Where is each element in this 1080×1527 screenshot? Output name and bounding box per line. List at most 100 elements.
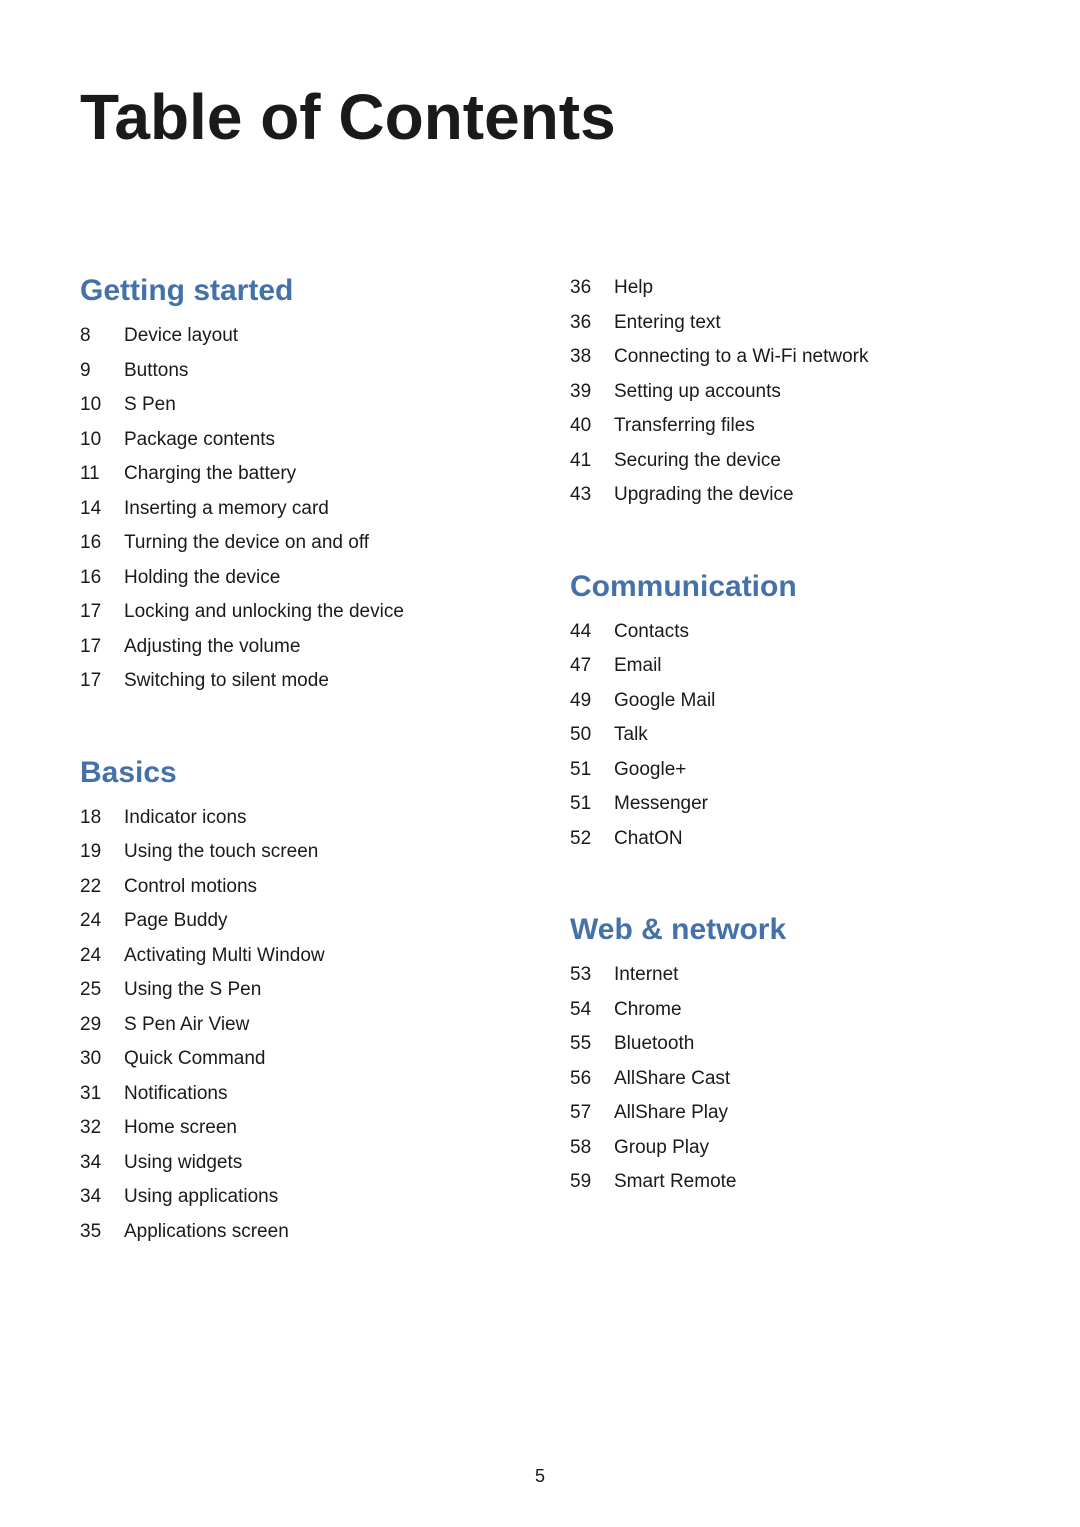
toc-entry[interactable]: 14Inserting a memory card	[80, 495, 510, 524]
toc-entry-text: Locking and unlocking the device	[124, 598, 404, 627]
toc-page-number: 55	[570, 1030, 614, 1059]
toc-entry[interactable]: 57AllShare Play	[570, 1099, 1000, 1128]
toc-entry[interactable]: 17Switching to silent mode	[80, 667, 510, 696]
toc-entry-text: Messenger	[614, 790, 708, 819]
toc-page-number: 25	[80, 976, 124, 1005]
toc-entry[interactable]: 55Bluetooth	[570, 1030, 1000, 1059]
toc-entry-text: Holding the device	[124, 564, 280, 593]
toc-entry[interactable]: 44Contacts	[570, 618, 1000, 647]
toc-entry[interactable]: 17Adjusting the volume	[80, 633, 510, 662]
toc-page-number: 19	[80, 838, 124, 867]
toc-entry[interactable]: 16Holding the device	[80, 564, 510, 593]
toc-entry[interactable]: 17Locking and unlocking the device	[80, 598, 510, 627]
toc-entry[interactable]: 10Package contents	[80, 426, 510, 455]
toc-entry[interactable]: 40Transferring files	[570, 412, 1000, 441]
toc-page-number: 24	[80, 907, 124, 936]
toc-entry[interactable]: 11Charging the battery	[80, 460, 510, 489]
toc-entry-text: Email	[614, 652, 662, 681]
section-heading[interactable]: Basics	[80, 756, 510, 790]
toc-entry[interactable]: 41Securing the device	[570, 447, 1000, 476]
toc-entry-text: Transferring files	[614, 412, 755, 441]
toc-page-number: 24	[80, 942, 124, 971]
toc-entry-text: S Pen	[124, 391, 176, 420]
toc-entry-text: Buttons	[124, 357, 188, 386]
section-heading[interactable]: Getting started	[80, 274, 510, 308]
toc-entry[interactable]: 59Smart Remote	[570, 1168, 1000, 1197]
toc-entry[interactable]: 18Indicator icons	[80, 804, 510, 833]
toc-entry[interactable]: 8Device layout	[80, 322, 510, 351]
toc-page-number: 18	[80, 804, 124, 833]
toc-entry[interactable]: 31Notifications	[80, 1080, 510, 1109]
toc-page-number: 10	[80, 426, 124, 455]
toc-page-number: 53	[570, 961, 614, 990]
toc-entry[interactable]: 52ChatON	[570, 825, 1000, 854]
toc-entry[interactable]: 51Google+	[570, 756, 1000, 785]
toc-entry[interactable]: 51Messenger	[570, 790, 1000, 819]
toc-page-number: 14	[80, 495, 124, 524]
toc-entry-text: Indicator icons	[124, 804, 247, 833]
section-heading[interactable]: Web & network	[570, 913, 1000, 947]
toc-entry-text: Bluetooth	[614, 1030, 694, 1059]
toc-entry[interactable]: 58Group Play	[570, 1134, 1000, 1163]
toc-page-number: 52	[570, 825, 614, 854]
toc-entry[interactable]: 32Home screen	[80, 1114, 510, 1143]
toc-entry-text: Turning the device on and off	[124, 529, 369, 558]
toc-page-number: 56	[570, 1065, 614, 1094]
toc-entry[interactable]: 47Email	[570, 652, 1000, 681]
toc-page-number: 51	[570, 790, 614, 819]
left-column: Getting started 8Device layout 9Buttons 10S…	[80, 274, 510, 1252]
toc-entry[interactable]: 34Using applications	[80, 1183, 510, 1212]
toc-entry[interactable]: 34Using widgets	[80, 1149, 510, 1178]
toc-page-number: 16	[80, 529, 124, 558]
toc-page-number: 22	[80, 873, 124, 902]
toc-entry[interactable]: 24Page Buddy	[80, 907, 510, 936]
toc-entry[interactable]: 25Using the S Pen	[80, 976, 510, 1005]
toc-entry[interactable]: 36Help	[570, 274, 1000, 303]
toc-entry-text: AllShare Cast	[614, 1065, 730, 1094]
toc-entry-text: Contacts	[614, 618, 689, 647]
toc-entry[interactable]: 9Buttons	[80, 357, 510, 386]
toc-page-number: 8	[80, 322, 124, 351]
toc-entry-text: AllShare Play	[614, 1099, 728, 1128]
toc-entry[interactable]: 39Setting up accounts	[570, 378, 1000, 407]
toc-entry[interactable]: 16Turning the device on and off	[80, 529, 510, 558]
toc-entry[interactable]: 36Entering text	[570, 309, 1000, 338]
toc-entry[interactable]: 49Google Mail	[570, 687, 1000, 716]
toc-entry[interactable]: 54Chrome	[570, 996, 1000, 1025]
toc-entry-text: Smart Remote	[614, 1168, 736, 1197]
toc-entry[interactable]: 10S Pen	[80, 391, 510, 420]
toc-entry-text: Group Play	[614, 1134, 709, 1163]
toc-entry[interactable]: 56AllShare Cast	[570, 1065, 1000, 1094]
toc-entry-text: Upgrading the device	[614, 481, 794, 510]
toc-entry[interactable]: 30Quick Command	[80, 1045, 510, 1074]
toc-entry[interactable]: 50Talk	[570, 721, 1000, 750]
toc-page-number: 54	[570, 996, 614, 1025]
toc-entry[interactable]: 53Internet	[570, 961, 1000, 990]
toc-entry[interactable]: 43Upgrading the device	[570, 481, 1000, 510]
toc-content: Getting started8Device layout9Buttons10S…	[80, 274, 1000, 1252]
toc-page-number: 47	[570, 652, 614, 681]
toc-page-number: 34	[80, 1149, 124, 1178]
toc-entry-text: Help	[614, 274, 653, 303]
toc-page-number: 39	[570, 378, 614, 407]
toc-entry[interactable]: 22Control motions	[80, 873, 510, 902]
section-heading[interactable]: Communication	[570, 570, 1000, 604]
toc-entry-text: Home screen	[124, 1114, 237, 1143]
toc-entry-text: Page Buddy	[124, 907, 228, 936]
toc-entry[interactable]: 19Using the touch screen	[80, 838, 510, 867]
toc-page-number: 31	[80, 1080, 124, 1109]
toc-page-number: 41	[570, 447, 614, 476]
toc-entry-text: Package contents	[124, 426, 275, 455]
toc-entry-text: ChatON	[614, 825, 683, 854]
toc-entry[interactable]: 35Applications screen	[80, 1218, 510, 1247]
toc-entry[interactable]: 38Connecting to a Wi-Fi network	[570, 343, 1000, 372]
toc-page-number: 30	[80, 1045, 124, 1074]
toc-page-number: 17	[80, 667, 124, 696]
toc-entry-text: Securing the device	[614, 447, 781, 476]
page-title: Table of Contents	[80, 80, 1000, 154]
toc-entry[interactable]: 24Activating Multi Window	[80, 942, 510, 971]
toc-entry[interactable]: 29S Pen Air View	[80, 1011, 510, 1040]
toc-page-number: 16	[80, 564, 124, 593]
toc-entry-text: Internet	[614, 961, 678, 990]
toc-page-number: 50	[570, 721, 614, 750]
